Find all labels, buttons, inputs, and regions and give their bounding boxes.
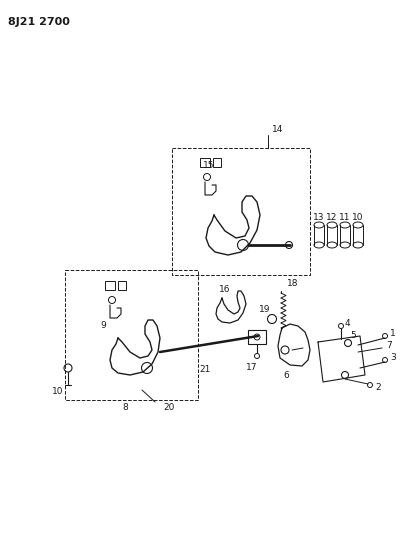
Bar [200, 158, 210, 167]
Text: 14: 14 [272, 125, 283, 134]
Text: 10: 10 [352, 214, 364, 222]
Text: 21: 21 [199, 366, 211, 375]
Bar [105, 281, 115, 290]
Text: 8J21 2700: 8J21 2700 [8, 17, 70, 27]
Text: 8: 8 [122, 403, 128, 413]
Text: 20: 20 [163, 402, 174, 411]
Bar [248, 330, 266, 344]
Text: 11: 11 [339, 214, 351, 222]
Text: 9: 9 [100, 320, 106, 329]
Text: 10: 10 [52, 387, 64, 397]
Text: 13: 13 [313, 214, 325, 222]
Text: 12: 12 [326, 214, 338, 222]
Text: 19: 19 [259, 305, 271, 314]
Text: 4: 4 [345, 319, 351, 327]
Text: 15: 15 [203, 161, 215, 171]
Bar [213, 158, 221, 167]
Text: 2: 2 [375, 384, 380, 392]
Text: 17: 17 [246, 362, 258, 372]
Text: 7: 7 [386, 342, 392, 351]
Text: 16: 16 [219, 286, 231, 295]
Text: 3: 3 [390, 353, 396, 362]
Text: 6: 6 [283, 372, 289, 381]
Text: 5: 5 [350, 330, 356, 340]
Text: 18: 18 [287, 279, 299, 287]
Bar [118, 281, 126, 290]
Text: 1: 1 [390, 329, 396, 338]
